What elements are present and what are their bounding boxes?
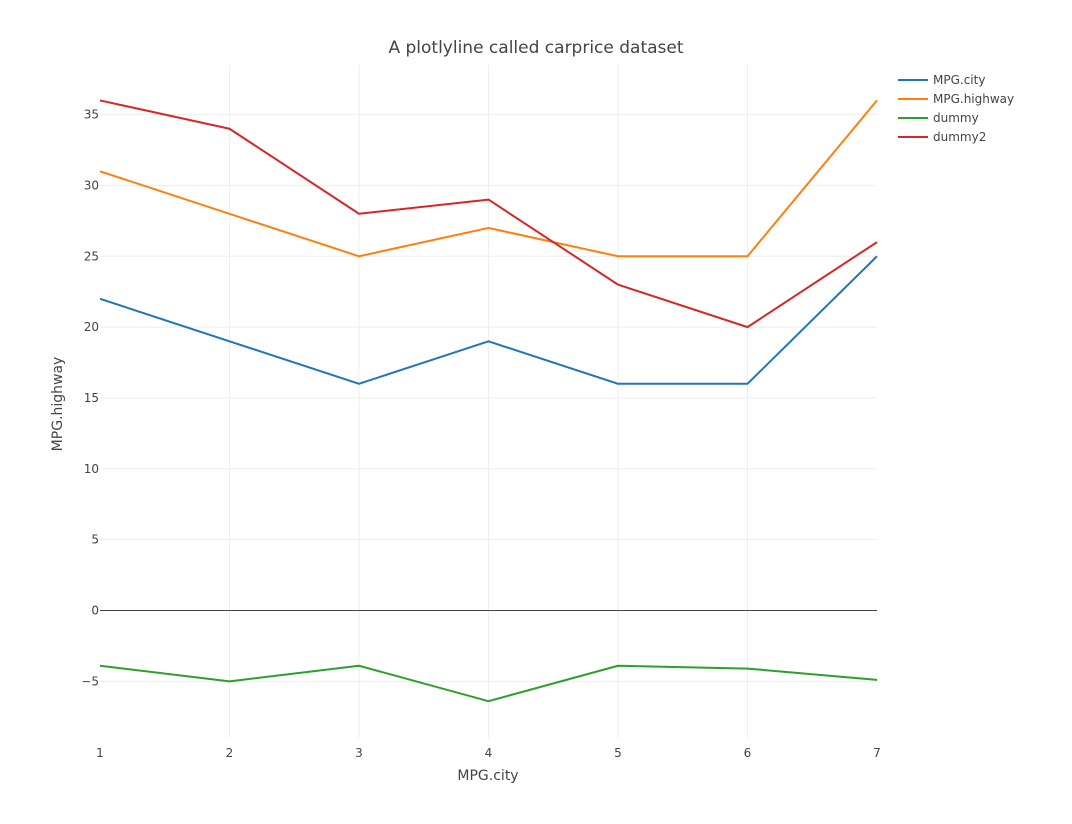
legend-item[interactable]: dummy	[898, 111, 979, 125]
y-axis-title: MPG.highway	[50, 357, 66, 452]
series-layer	[99, 99, 878, 703]
x-tick-label: 2	[226, 746, 234, 760]
y-tick-label: 30	[84, 178, 99, 192]
series-line-mpg-city	[99, 255, 878, 385]
x-tick-label: 7	[873, 746, 881, 760]
legend-label: MPG.city	[933, 73, 985, 87]
series-line-mpg-highway	[99, 99, 878, 258]
legend[interactable]: MPG.city MPG.highway dummy dummy2	[898, 73, 1014, 144]
y-tick-label: 20	[84, 320, 99, 334]
y-tick-label: 25	[84, 249, 99, 263]
legend-item[interactable]: MPG.highway	[898, 92, 1014, 106]
y-tick-label: 5	[91, 533, 99, 547]
x-tick-label: 1	[96, 746, 104, 760]
legend-label: MPG.highway	[933, 92, 1014, 106]
legend-item[interactable]: dummy2	[898, 130, 986, 144]
legend-label: dummy	[933, 111, 979, 125]
y-tick-label: 35	[84, 108, 99, 122]
y-tick-label: −5	[81, 674, 99, 688]
y-tick-label: 10	[84, 462, 99, 476]
series-line-dummy2	[99, 99, 878, 329]
legend-item[interactable]: MPG.city	[898, 73, 985, 87]
grid-layer	[100, 65, 877, 738]
x-tick-label: 6	[744, 746, 752, 760]
legend-label: dummy2	[933, 130, 986, 144]
x-tick-label: 5	[614, 746, 622, 760]
y-tick-label: 0	[91, 603, 99, 617]
y-tick-label: 15	[84, 391, 99, 405]
chart-title: A plotlyline called carprice dataset	[388, 38, 683, 58]
series-line-dummy	[99, 664, 878, 703]
x-axis-title: MPG.city	[457, 768, 518, 784]
tick-layer: 1 2 3 4 5 6 7 −5 0 5 10 15 20 25 30 35	[81, 108, 881, 760]
x-tick-label: 3	[355, 746, 363, 760]
x-tick-label: 4	[485, 746, 493, 760]
